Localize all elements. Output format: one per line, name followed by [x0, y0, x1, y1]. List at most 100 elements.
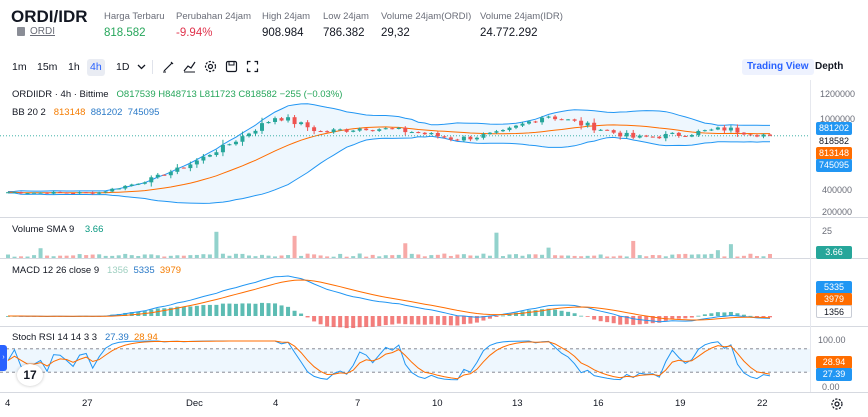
timeframe-1h[interactable]: 1h	[68, 61, 80, 73]
macd-histogram-bar	[559, 310, 564, 316]
candle-body	[696, 130, 701, 136]
timeframe-15m[interactable]: 15m	[37, 61, 58, 73]
macd-signal-tag: 3979	[816, 293, 852, 306]
macd-line	[8, 275, 771, 323]
candle-body	[572, 119, 577, 121]
stat-label: High 24jam	[262, 11, 311, 22]
volume-bar	[136, 255, 141, 258]
macd-histogram-bar	[611, 316, 616, 324]
macd-histogram-bar	[396, 316, 401, 324]
candle-body	[383, 128, 388, 130]
timeframe-1d[interactable]: 1D	[116, 61, 130, 73]
macd-hist-value: 1356	[107, 265, 129, 276]
ohlc-legend: O817539 H848713 L811723 C818582 −255 (−0…	[116, 89, 343, 100]
macd-histogram-bar	[761, 316, 766, 318]
volume-bar	[566, 255, 571, 258]
volume-bar	[624, 256, 629, 258]
volume-bar	[32, 255, 37, 258]
snapshot-icon[interactable]	[224, 59, 239, 74]
volume-bar	[71, 255, 76, 258]
volume-bar	[598, 254, 603, 258]
settings-gear-icon[interactable]	[203, 59, 218, 74]
collapse-panel-tab[interactable]: ›	[0, 345, 7, 371]
volume-bar	[64, 255, 69, 258]
stoch-k-value: 27.39	[104, 332, 129, 343]
candle-body	[416, 132, 421, 134]
volume-bar	[331, 256, 336, 258]
candle-body	[514, 125, 518, 128]
candle-body	[90, 192, 95, 194]
candle-body	[292, 117, 297, 125]
volume-bar	[768, 253, 772, 258]
fullscreen-icon[interactable]	[245, 59, 260, 74]
timeframe-1m[interactable]: 1m	[12, 61, 27, 73]
bb-band-fill	[8, 103, 770, 204]
candle-body	[435, 133, 440, 137]
volume-bar	[188, 255, 193, 258]
bb-basis-line	[8, 124, 770, 194]
volume-bar	[318, 255, 323, 258]
price-axis-label: 1200000	[820, 89, 856, 99]
volume-bar	[494, 232, 499, 258]
candle-body	[312, 127, 317, 132]
candle-body	[579, 120, 584, 126]
volume-bar	[12, 256, 17, 258]
candle-body	[364, 128, 369, 131]
candle-body	[670, 132, 675, 134]
macd-histogram-bar	[715, 312, 720, 316]
candle-body	[409, 132, 414, 134]
macd-legend: MACD 12 26 close 9 1356 5335 3979	[12, 265, 181, 276]
candle-body	[305, 122, 310, 128]
pair-subtitle-link[interactable]: ORDI	[30, 26, 55, 37]
indicators-icon[interactable]	[182, 59, 197, 74]
volume-bar	[273, 256, 278, 258]
candle-body	[12, 192, 17, 194]
date-label: Dec	[186, 398, 203, 409]
macd-histogram-bar	[201, 305, 206, 316]
volume-bar	[540, 254, 545, 258]
chevron-down-icon[interactable]	[134, 59, 149, 74]
candle-body	[116, 188, 121, 190]
macd-histogram-bar	[585, 316, 590, 317]
macd-histogram-bar	[722, 312, 727, 316]
draw-line-icon[interactable]	[161, 59, 176, 74]
macd-line-tag: 5335	[816, 281, 852, 294]
macd-histogram-bar	[657, 316, 662, 323]
volume-bar	[514, 254, 518, 258]
bb-upper-line	[7, 103, 770, 192]
depth-tab[interactable]: Depth	[815, 61, 844, 72]
trading-view-tab[interactable]: Trading View	[742, 59, 814, 75]
price-chart[interactable]	[0, 80, 868, 417]
candle-body	[286, 117, 291, 121]
volume-bar	[442, 253, 447, 258]
volume-bar	[481, 253, 486, 258]
macd-histogram-bar	[624, 316, 629, 325]
stat-label: Volume 24jam(IDR)	[480, 11, 563, 22]
macd-histogram-bar	[338, 316, 343, 328]
chart-settings-gear-icon[interactable]	[830, 397, 844, 411]
macd-histogram-bar	[481, 316, 486, 321]
macd-histogram-bar	[383, 316, 388, 326]
tradingview-logo[interactable]: 17	[17, 364, 43, 386]
macd-histogram-bar	[168, 307, 173, 316]
macd-signal-line	[8, 279, 771, 321]
macd-histogram-bar	[579, 315, 584, 317]
candle-body	[331, 129, 336, 133]
macd-histogram-bar	[286, 306, 291, 316]
candle-body	[527, 121, 532, 124]
stat-last-price: Harga Terbaru 818.582	[104, 11, 165, 39]
macd-histogram-bar	[344, 316, 349, 329]
candle-body	[351, 130, 356, 132]
date-label: 4	[5, 398, 11, 409]
volume-bar	[181, 255, 186, 258]
coin-icon	[17, 27, 25, 36]
timeframe-4h[interactable]: 4h	[87, 59, 105, 76]
volume-bar	[546, 247, 551, 258]
candle-body	[123, 185, 128, 189]
macd-histogram-bar	[246, 303, 251, 316]
candle-body	[344, 129, 349, 132]
macd-histogram-bar	[123, 312, 128, 316]
volume-bar	[631, 240, 636, 258]
macd-histogram-bar	[299, 313, 304, 316]
volume-bar	[325, 256, 330, 258]
